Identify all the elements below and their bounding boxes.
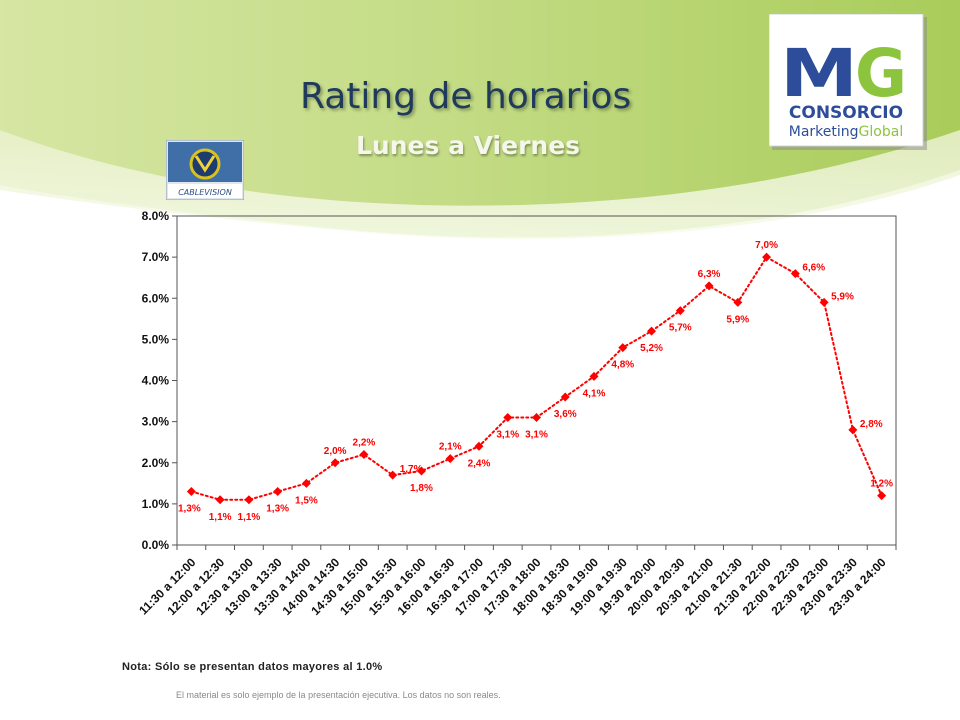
data-label: 1,3% (178, 504, 201, 515)
data-label: 5,9% (831, 291, 854, 302)
data-point (618, 343, 628, 353)
data-point (474, 441, 484, 451)
data-label: 2,8% (860, 419, 883, 430)
data-label: 2,1% (439, 442, 462, 453)
data-point (330, 458, 340, 468)
svg-text:CONSORCIO: CONSORCIO (789, 103, 903, 123)
data-label: 2,0% (324, 446, 347, 457)
data-label: 1,1% (238, 512, 261, 523)
data-label: 5,2% (640, 343, 663, 354)
cablevision-logo: CABLEVISION (166, 140, 244, 200)
y-tick-label: 0.0% (142, 538, 170, 552)
data-point (877, 491, 887, 501)
data-label: 1,2% (870, 479, 893, 490)
data-point (215, 495, 225, 505)
y-axis: 0.0% 1.0% 2.0% 3.0% 4.0% 5.0% 6.0% 7.0% 8.0% (142, 209, 177, 552)
data-point (416, 466, 426, 476)
data-label: 4,1% (583, 388, 606, 399)
data-label: 5,9% (726, 314, 749, 325)
data-point (675, 306, 685, 316)
data-label: 5,7% (669, 323, 692, 334)
data-label: 1,8% (410, 483, 433, 494)
data-label: 6,6% (802, 263, 825, 274)
data-label: 7,0% (755, 240, 778, 251)
data-label: 2,2% (353, 438, 376, 449)
svg-text:M: M (780, 35, 858, 112)
data-labels: 1,3% 1,1% 1,1% 1,3% 1,5% 2,0% 2,2% 1,7% 1,8% 2,1%… (178, 240, 893, 523)
data-point (589, 371, 599, 381)
series-rating (186, 252, 887, 505)
data-point (301, 478, 311, 488)
data-label: 1,1% (209, 512, 232, 523)
data-point (359, 450, 369, 460)
data-point (503, 413, 513, 423)
data-point (273, 487, 283, 497)
data-point (186, 487, 196, 497)
data-label: 1,5% (295, 495, 318, 506)
data-point (560, 392, 570, 402)
data-label: 3,1% (496, 430, 519, 441)
data-label: 6,3% (698, 269, 721, 280)
data-label: 3,1% (525, 430, 548, 441)
y-tick-label: 7.0% (142, 250, 170, 264)
data-point (819, 297, 829, 307)
data-point (704, 281, 714, 291)
plot-area (176, 215, 897, 546)
data-point (532, 413, 541, 423)
svg-text:MarketingGlobal: MarketingGlobal (789, 124, 903, 140)
note-text: Nota: Sólo se presentan datos mayores al… (122, 661, 383, 673)
data-label: 2,4% (468, 458, 491, 469)
y-tick-label: 5.0% (142, 332, 170, 346)
data-point (388, 470, 398, 480)
data-point (790, 269, 800, 279)
y-tick-label: 4.0% (142, 374, 170, 388)
svg-text:CABLEVISION: CABLEVISION (178, 188, 232, 197)
data-point (244, 495, 254, 505)
y-tick-label: 1.0% (142, 497, 170, 511)
data-point (848, 425, 858, 435)
page-subtitle: Lunes a Viernes (356, 131, 581, 160)
data-point (733, 297, 743, 307)
data-label: 1,7% (400, 464, 423, 475)
data-label: 3,6% (554, 409, 577, 420)
data-label: 1,3% (266, 504, 289, 515)
data-point (445, 454, 455, 464)
y-tick-label: 3.0% (142, 415, 170, 429)
data-label: 4,8% (611, 360, 634, 371)
page-title: Rating de horarios (300, 76, 632, 117)
svg-text:G: G (855, 35, 907, 112)
series-line (190, 255, 883, 501)
footer-disclaimer: El material es solo ejemplo de la presen… (176, 690, 501, 700)
y-tick-label: 8.0% (142, 209, 170, 223)
data-point (762, 252, 772, 262)
y-tick-label: 2.0% (142, 456, 170, 470)
data-point (647, 326, 657, 336)
y-tick-label: 6.0% (142, 291, 170, 305)
mg-consorcio-logo: M G CONSORCIO MarketingGlobal (769, 14, 927, 150)
